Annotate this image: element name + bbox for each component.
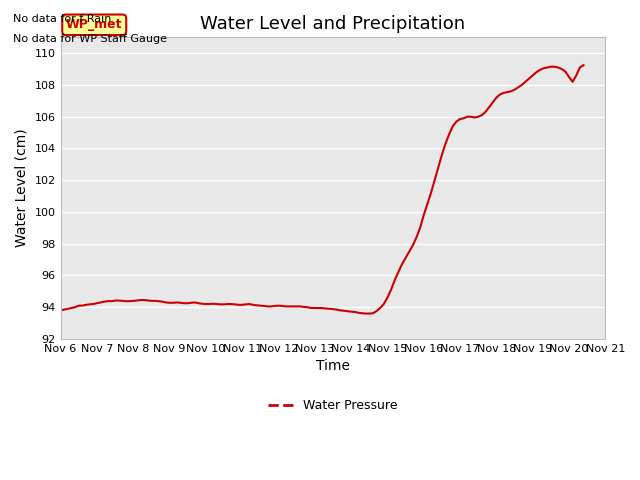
Title: Water Level and Precipitation: Water Level and Precipitation	[200, 15, 465, 33]
X-axis label: Time: Time	[316, 360, 350, 373]
Text: No data for f Rain: No data for f Rain	[13, 14, 111, 24]
Legend: Water Pressure: Water Pressure	[263, 394, 403, 417]
Y-axis label: Water Level (cm): Water Level (cm)	[15, 129, 29, 248]
Text: WP_met: WP_met	[66, 18, 122, 31]
Text: No data for WP Staff Gauge: No data for WP Staff Gauge	[13, 34, 167, 44]
